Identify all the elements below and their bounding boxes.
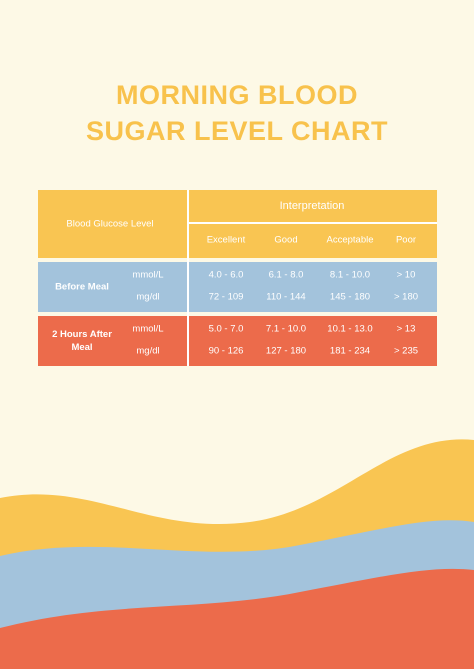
column-header: Good <box>274 234 298 246</box>
group-row <box>38 262 187 312</box>
table-header <box>38 190 437 258</box>
group-label: Before Meal <box>55 281 109 293</box>
cell: > 10 <box>396 269 416 281</box>
cell: 181 - 234 <box>329 345 371 357</box>
cell: 4.0 - 6.0 <box>208 269 244 281</box>
cell: 10.1 - 13.0 <box>327 323 373 335</box>
group-row <box>189 262 437 312</box>
column-header: Acceptable <box>326 234 374 246</box>
cell: 7.1 - 10.0 <box>265 323 307 335</box>
cell: 6.1 - 8.0 <box>268 269 304 281</box>
cell: 8.1 - 10.0 <box>329 269 371 281</box>
unit: mmol/L <box>132 269 164 281</box>
title-line: SUGAR LEVEL CHART <box>85 116 389 146</box>
cell: 127 - 180 <box>265 345 307 357</box>
group-row <box>38 316 187 366</box>
cell: 90 - 126 <box>208 345 244 357</box>
unit: mg/dl <box>136 345 160 357</box>
divider <box>189 222 437 224</box>
cell: 145 - 180 <box>329 291 371 303</box>
cell: 5.0 - 7.0 <box>208 323 244 335</box>
group-row <box>189 316 437 366</box>
unit: mg/dl <box>136 291 160 303</box>
divider <box>187 190 189 366</box>
unit: mmol/L <box>132 323 164 335</box>
cell: > 180 <box>393 291 419 303</box>
group-label: 2 Hours After Meal <box>52 329 112 353</box>
cell: > 13 <box>396 323 416 335</box>
column-header: Poor <box>395 234 417 246</box>
title-line: MORNING BLOOD <box>116 80 358 110</box>
group-header: Interpretation <box>279 200 345 212</box>
column-header: Excellent <box>206 234 246 246</box>
cell: 110 - 144 <box>266 291 306 303</box>
row-header: Blood Glucose Level <box>66 218 154 230</box>
cell: 72 - 109 <box>208 291 244 303</box>
cell: > 235 <box>393 345 419 357</box>
